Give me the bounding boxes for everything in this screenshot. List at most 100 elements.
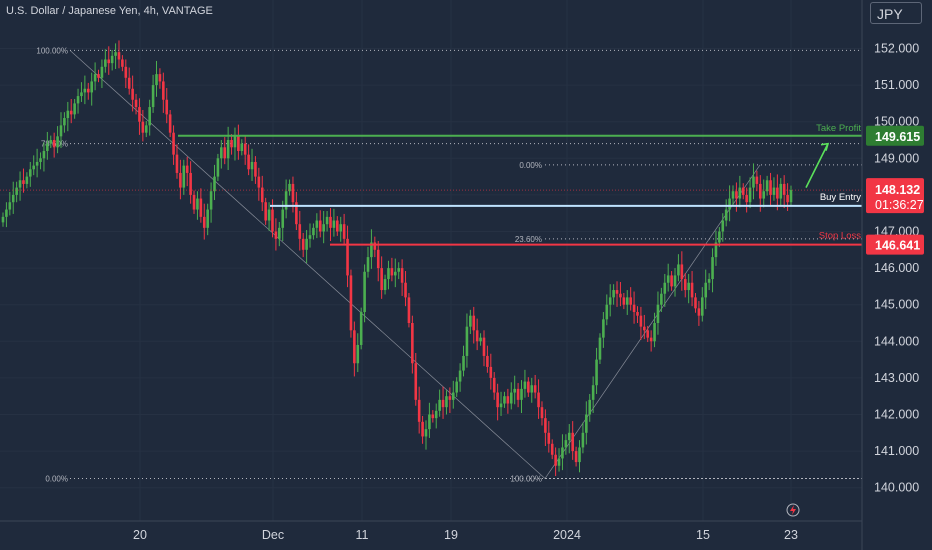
y-tick-label: 149.000 xyxy=(874,151,919,165)
candle-body xyxy=(86,88,90,93)
candle-body xyxy=(673,275,677,287)
candle-body xyxy=(482,337,486,356)
fib-trend-line xyxy=(544,164,761,479)
candle-body xyxy=(677,264,680,276)
time-axis[interactable]: 20 Dec 11 19 2024 15 23 xyxy=(133,528,798,542)
projection-arrow xyxy=(805,143,829,188)
x-tick-label: 15 xyxy=(696,528,710,542)
candle-body xyxy=(32,165,36,170)
candle-body xyxy=(643,326,646,331)
y-tick-label: 143.000 xyxy=(874,371,919,385)
candle-body xyxy=(342,224,346,239)
candle-body xyxy=(424,429,428,437)
candle-body xyxy=(499,403,503,408)
candle-body xyxy=(148,107,151,126)
candle-body xyxy=(772,187,776,195)
candle-body xyxy=(762,191,766,199)
candle-body xyxy=(267,209,271,221)
candle-body xyxy=(653,323,656,342)
candle-body xyxy=(721,220,725,232)
trade-levels: Take Profit Buy Entry Stop Loss xyxy=(0,123,862,246)
candle-body xyxy=(469,315,472,327)
candle-body xyxy=(390,268,394,276)
candle-body xyxy=(718,231,721,243)
candle-body xyxy=(25,176,29,184)
candle-body xyxy=(574,451,578,463)
candle-body xyxy=(489,366,493,378)
candle-body xyxy=(298,224,302,239)
candle-body xyxy=(90,81,93,93)
candle-body xyxy=(728,198,731,210)
candle-body xyxy=(28,169,32,177)
candle-body xyxy=(162,81,165,100)
candle-body xyxy=(318,220,322,232)
candle-body xyxy=(117,52,121,60)
candle-body xyxy=(46,143,49,151)
candle-body xyxy=(233,136,237,148)
y-tick-label: 142.000 xyxy=(874,408,919,422)
candle-body xyxy=(615,290,619,294)
candle-body xyxy=(243,143,247,155)
take-profit-label: Take Profit xyxy=(816,123,861,134)
candle-body xyxy=(428,414,431,430)
candle-body xyxy=(15,187,18,195)
bar-countdown: 01:36:27 xyxy=(875,198,924,212)
candle-body xyxy=(694,297,697,309)
candle-body xyxy=(271,209,274,232)
candle-body xyxy=(281,209,285,228)
candle-body xyxy=(670,275,673,287)
candle-body xyxy=(636,312,639,316)
candle-body xyxy=(59,125,63,137)
candle-body xyxy=(97,74,100,78)
candle-body xyxy=(656,304,660,323)
candle-body xyxy=(11,194,15,203)
fib-label-left: 100.00% xyxy=(36,46,68,55)
candle-body xyxy=(782,183,786,195)
candle-body xyxy=(646,330,650,338)
y-tick-label: 145.000 xyxy=(874,298,919,312)
last-price: 148.132 xyxy=(875,183,920,197)
candle-body xyxy=(284,191,288,210)
candle-body xyxy=(332,220,336,228)
take-profit-price: 149.615 xyxy=(875,130,920,144)
candle-body xyxy=(605,304,609,320)
candle-body xyxy=(366,257,370,272)
candle-body xyxy=(731,191,735,199)
currency-button[interactable]: JPY xyxy=(870,2,922,24)
candle-body xyxy=(451,392,455,400)
candle-body xyxy=(305,238,308,250)
candle-body xyxy=(336,220,339,232)
stop-loss-label: Stop Loss xyxy=(819,231,861,242)
candle-body xyxy=(131,88,134,100)
candle-body xyxy=(714,242,718,258)
candle-body xyxy=(540,407,544,419)
y-tick-label: 146.000 xyxy=(874,261,919,275)
candle-body xyxy=(339,224,343,232)
candle-body xyxy=(52,140,56,148)
candle-body xyxy=(202,216,206,228)
candle-body xyxy=(567,432,571,441)
candle-body xyxy=(226,140,230,159)
candle-body xyxy=(550,443,554,455)
candle-body xyxy=(8,202,12,210)
candle-body xyxy=(486,355,489,367)
candle-body xyxy=(114,52,117,56)
stop-loss-price-tag xyxy=(866,234,924,255)
candle-body xyxy=(274,231,278,239)
y-tick-label: 152.000 xyxy=(874,42,919,56)
candle-body xyxy=(127,77,131,89)
candle-body xyxy=(588,399,592,415)
candle-body xyxy=(417,399,421,422)
candle-body xyxy=(380,268,383,291)
candle-body xyxy=(585,414,588,433)
candle-body xyxy=(141,121,145,133)
candle-body xyxy=(765,180,769,192)
candle-body xyxy=(151,85,155,108)
x-tick-label: 2024 xyxy=(553,528,581,542)
candle-body xyxy=(220,147,223,159)
candle-body xyxy=(711,257,714,280)
y-tick-label: 151.000 xyxy=(874,78,919,92)
candle-body xyxy=(622,297,626,305)
